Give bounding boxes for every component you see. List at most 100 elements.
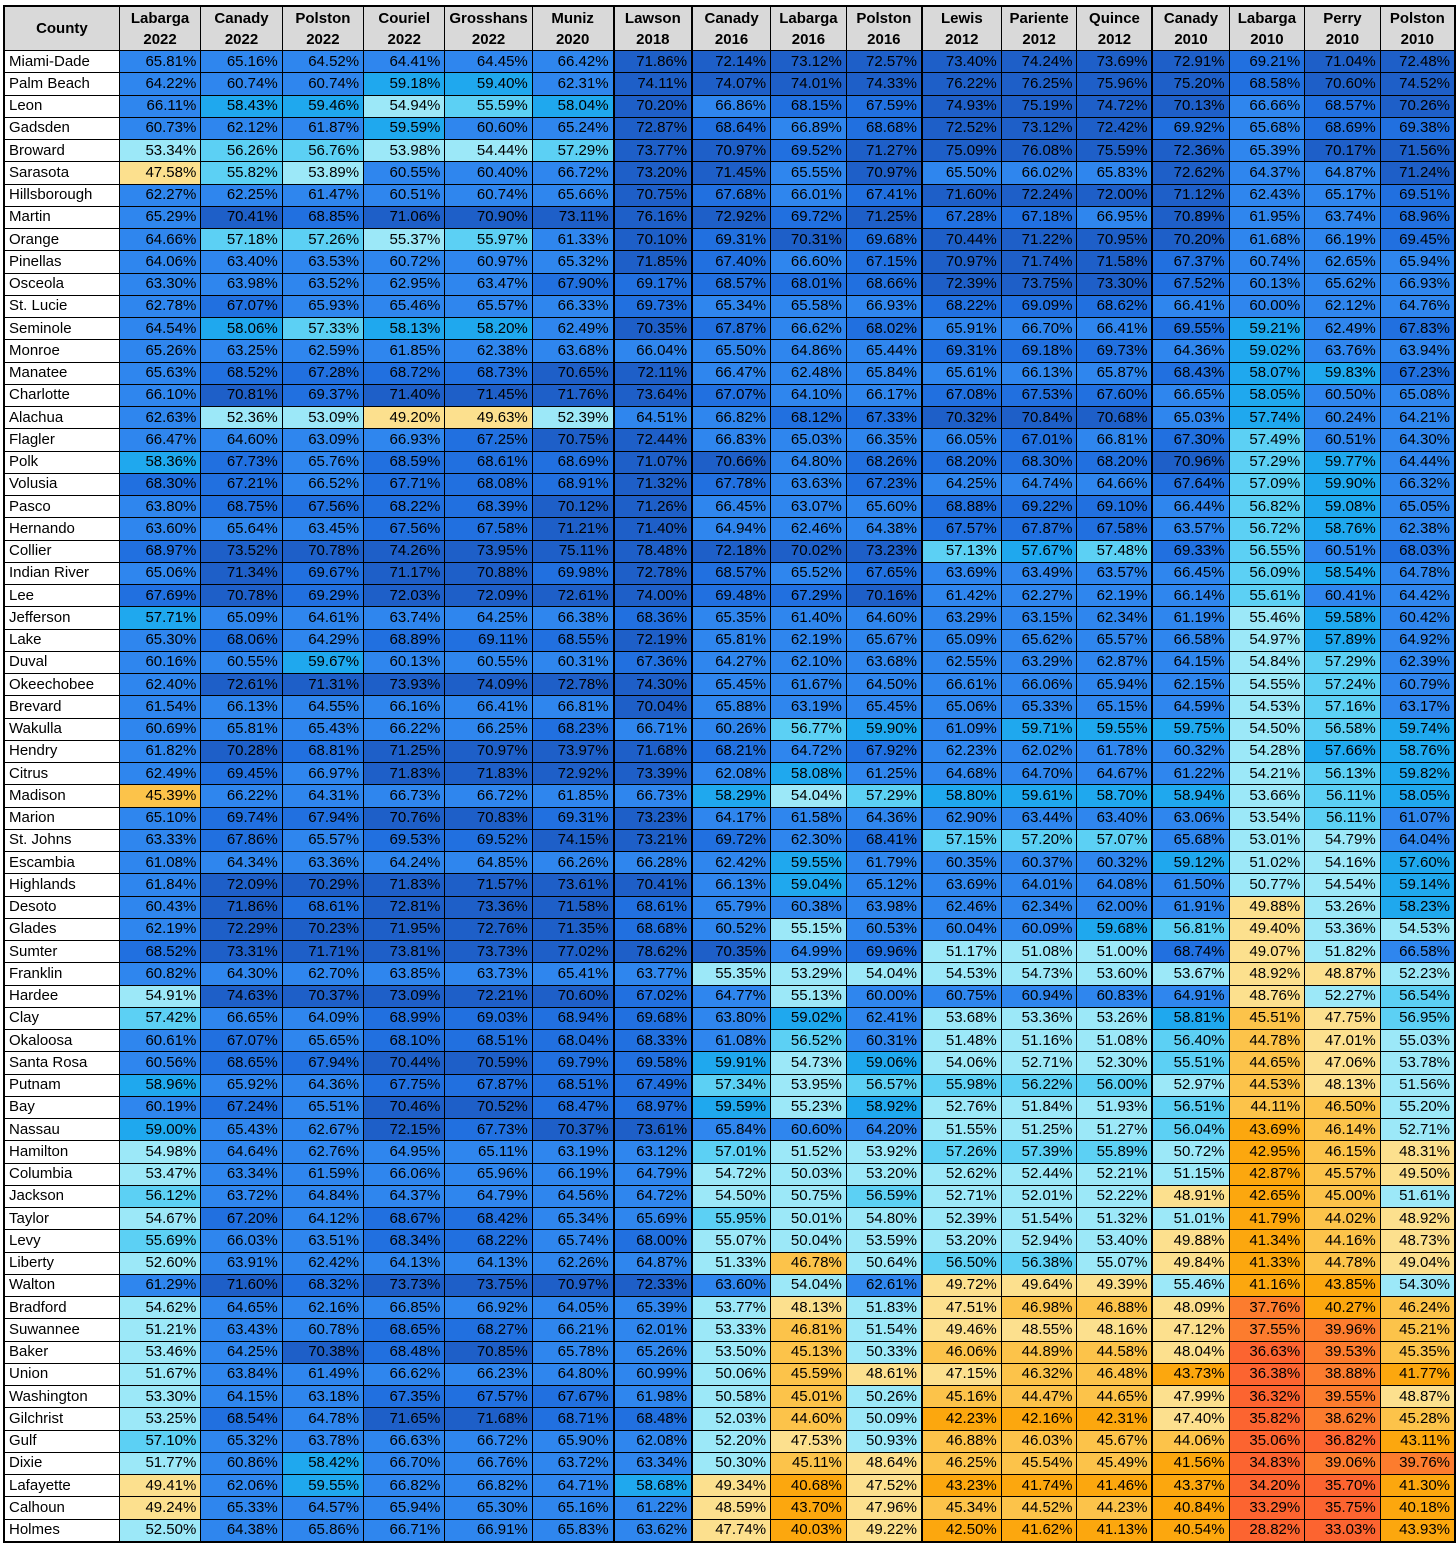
percent-cell: 66.22%: [200, 784, 283, 808]
percent-cell: 68.47%: [531, 1095, 615, 1120]
percent-cell: 63.51%: [281, 1229, 365, 1253]
percent-cell: 71.22%: [1000, 227, 1078, 252]
table-row: Sumter 68.52% 73.31% 71.71% 73.81% 73.73% 77.0…: [3, 939, 1456, 964]
percent-cell: 64.44%: [1379, 450, 1456, 474]
percent-cell: 69.48%: [691, 583, 772, 608]
percent-cell: 45.51%: [1228, 1006, 1306, 1031]
percent-cell: 64.65%: [200, 1295, 283, 1320]
percent-cell: 71.95%: [363, 917, 446, 942]
percent-cell: 65.30%: [444, 1496, 533, 1520]
percent-cell: 47.58%: [118, 161, 202, 185]
percent-cell: 49.88%: [1151, 1229, 1230, 1253]
table-row: Citrus 62.49% 69.45% 66.97% 71.83% 71.83% 72.9…: [3, 761, 1456, 786]
percent-cell: 51.15%: [1151, 1162, 1230, 1186]
percent-cell: 63.57%: [1076, 561, 1153, 586]
percent-cell: 69.22%: [1000, 494, 1078, 519]
percent-cell: 62.78%: [118, 294, 202, 319]
percent-cell: 68.68%: [845, 116, 923, 141]
percent-cell: 49.39%: [1076, 1273, 1153, 1298]
percent-cell: 74.72%: [1076, 94, 1153, 118]
percent-cell: 70.78%: [281, 539, 365, 563]
percent-cell: 53.33%: [691, 1318, 772, 1342]
percent-cell: 65.06%: [118, 561, 202, 586]
percent-cell: 47.12%: [1151, 1318, 1230, 1342]
county-name-cell: St. Lucie: [3, 294, 120, 319]
percent-cell: 67.49%: [612, 1073, 693, 1097]
percent-cell: 76.16%: [612, 205, 693, 230]
county-name-cell: Marion: [3, 806, 120, 830]
percent-cell: 67.75%: [363, 1073, 446, 1097]
column-header-year: 2022: [387, 30, 421, 48]
percent-cell: 66.63%: [363, 1429, 446, 1453]
percent-cell: 65.96%: [444, 1162, 533, 1186]
percent-cell: 68.68%: [612, 917, 693, 942]
column-header-year: 2010: [1250, 30, 1284, 48]
county-name-cell: Highlands: [3, 873, 120, 897]
percent-cell: 71.83%: [363, 873, 446, 897]
column-header-name: Polston: [856, 9, 912, 27]
county-name-cell: Levy: [3, 1229, 120, 1253]
table-row: Dixie 51.77% 60.86% 58.42% 66.70% 66.76% 63.72…: [3, 1451, 1456, 1476]
table-row: Hamilton 54.98% 64.64% 62.76% 64.95% 65.11% 63…: [3, 1140, 1456, 1164]
percent-cell: 56.82%: [1228, 494, 1306, 519]
percent-cell: 44.65%: [1228, 1051, 1306, 1075]
percent-cell: 60.00%: [1228, 294, 1306, 319]
percent-cell: 50.01%: [770, 1206, 847, 1231]
percent-cell: 63.43%: [200, 1318, 283, 1342]
percent-cell: 39.06%: [1304, 1451, 1381, 1476]
percent-cell: 61.09%: [920, 717, 1002, 741]
county-name-cell: Walton: [3, 1273, 120, 1298]
percent-cell: 68.55%: [531, 628, 615, 652]
percent-cell: 66.81%: [531, 695, 615, 719]
percent-cell: 41.13%: [1076, 1518, 1153, 1543]
percent-cell: 60.78%: [281, 1318, 365, 1342]
percent-cell: 74.52%: [1379, 72, 1456, 96]
percent-cell: 53.46%: [118, 1340, 202, 1364]
column-header-county: County: [3, 5, 120, 51]
percent-cell: 64.27%: [691, 650, 772, 675]
percent-cell: 65.51%: [281, 1095, 365, 1120]
percent-cell: 72.18%: [691, 539, 772, 563]
percent-cell: 71.21%: [531, 517, 615, 541]
percent-cell: 71.85%: [612, 250, 693, 274]
percent-cell: 66.04%: [612, 339, 693, 363]
percent-cell: 70.76%: [363, 806, 446, 830]
table-row: Polk 58.36% 67.73% 65.76% 68.59% 68.61% 68.69%…: [3, 450, 1456, 474]
percent-cell: 40.03%: [770, 1518, 847, 1543]
percent-cell: 70.20%: [612, 94, 693, 118]
percent-cell: 57.48%: [1076, 539, 1153, 563]
percent-cell: 59.74%: [1379, 717, 1456, 741]
percent-cell: 66.97%: [281, 761, 365, 786]
percent-cell: 68.34%: [363, 1229, 446, 1253]
table-row: Highlands 61.84% 72.09% 70.29% 71.83% 71.57% 7…: [3, 873, 1456, 897]
percent-cell: 65.46%: [363, 294, 446, 319]
percent-cell: 64.64%: [200, 1140, 283, 1164]
percent-cell: 46.14%: [1304, 1117, 1381, 1142]
table-row: Hendry 61.82% 70.28% 68.81% 71.25% 70.97% 73.9…: [3, 739, 1456, 764]
percent-cell: 66.70%: [1000, 316, 1078, 341]
percent-cell: 49.07%: [1228, 939, 1306, 964]
percent-cell: 48.87%: [1379, 1384, 1456, 1409]
percent-cell: 66.58%: [1151, 628, 1230, 652]
percent-cell: 59.21%: [1228, 316, 1306, 341]
percent-cell: 65.50%: [691, 339, 772, 363]
percent-cell: 51.08%: [1000, 939, 1078, 964]
percent-cell: 62.42%: [691, 850, 772, 875]
percent-cell: 68.65%: [363, 1318, 446, 1342]
percent-cell: 56.81%: [1151, 917, 1230, 942]
percent-cell: 59.04%: [770, 873, 847, 897]
percent-cell: 66.13%: [1000, 361, 1078, 385]
percent-cell: 68.74%: [1151, 939, 1230, 964]
percent-cell: 56.26%: [200, 138, 283, 163]
percent-cell: 66.62%: [770, 316, 847, 341]
percent-cell: 64.15%: [200, 1384, 283, 1409]
percent-cell: 47.75%: [1304, 1006, 1381, 1031]
percent-cell: 73.21%: [612, 828, 693, 853]
percent-cell: 73.23%: [612, 806, 693, 830]
county-name-cell: Duval: [3, 650, 120, 675]
percent-cell: 69.98%: [531, 561, 615, 586]
percent-cell: 72.81%: [363, 895, 446, 919]
percent-cell: 52.23%: [1379, 962, 1456, 986]
percent-cell: 64.01%: [1000, 873, 1078, 897]
percent-cell: 59.90%: [1304, 472, 1381, 497]
